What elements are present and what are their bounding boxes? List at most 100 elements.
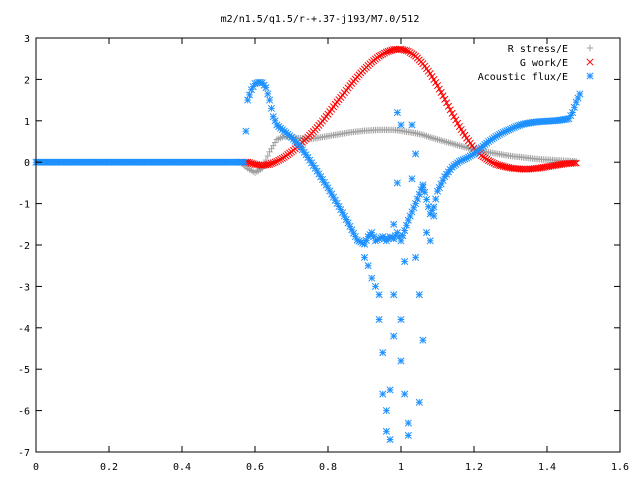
x-tick-label: 0.2 — [100, 462, 118, 473]
data-point — [379, 50, 387, 58]
data-point — [432, 195, 440, 203]
data-point — [401, 390, 409, 398]
data-point — [271, 158, 279, 166]
data-point — [375, 315, 383, 324]
series-extra-3 — [360, 108, 438, 444]
y-tick-label: 0 — [24, 158, 30, 169]
data-point — [401, 226, 409, 235]
data-point — [386, 386, 394, 394]
data-point — [360, 253, 369, 261]
data-point — [576, 90, 584, 98]
data-point — [488, 158, 496, 166]
data-point — [259, 165, 266, 172]
data-point — [433, 187, 442, 195]
data-point — [443, 99, 451, 107]
data-point — [375, 291, 383, 299]
data-point — [415, 398, 423, 406]
data-point — [393, 108, 401, 117]
legend-marker — [586, 44, 594, 52]
data-point — [381, 49, 389, 57]
data-point — [393, 229, 401, 237]
data-point — [422, 229, 431, 237]
data-point — [266, 160, 274, 168]
data-point — [262, 84, 270, 92]
legend-marker — [586, 72, 594, 80]
data-point — [390, 220, 398, 228]
data-point — [371, 282, 380, 290]
data-point — [572, 159, 580, 167]
series-g-work-e — [236, 45, 580, 173]
data-point — [441, 95, 449, 103]
data-point — [375, 52, 383, 60]
y-tick-label: 1 — [24, 117, 30, 128]
plot-area — [32, 45, 584, 444]
legend: R stress/E G work/E Acoustic flux/E — [478, 44, 594, 83]
series-acoustic-flux-e — [32, 78, 584, 248]
x-tick-label: 1.4 — [538, 462, 556, 473]
y-tick-label: -6 — [18, 407, 30, 418]
data-point — [412, 150, 420, 158]
data-point — [439, 92, 447, 100]
y-tick-label: -7 — [18, 448, 30, 459]
series-r-stress-e — [237, 126, 580, 176]
y-tick-label: -1 — [18, 200, 30, 211]
data-point — [408, 175, 416, 183]
data-point — [433, 82, 442, 90]
data-point — [264, 90, 272, 98]
data-point — [269, 159, 277, 167]
x-tick-label: 0.4 — [173, 462, 191, 473]
data-point — [486, 157, 494, 166]
data-point — [278, 154, 286, 162]
y-tick-label: -3 — [18, 282, 30, 293]
data-point — [437, 88, 445, 96]
chart-title: m2/n1.5/q1.5/r-+.37-j193/M7.0/512 — [221, 14, 420, 25]
data-point — [264, 152, 271, 160]
data-point — [240, 158, 248, 166]
x-tick-label: 0.6 — [246, 462, 264, 473]
data-point — [266, 96, 274, 104]
data-point — [242, 127, 250, 135]
data-point — [382, 407, 390, 415]
axes: 0 0.2 0.4 0.6 0.8 1 1.2 1.4 1.6 3 2 1 0 -1 -2 -3 -4 -5 -6 -… — [18, 34, 629, 473]
x-tick-label: 0.8 — [319, 462, 337, 473]
x-tick-label: 1.6 — [611, 462, 629, 473]
data-point — [382, 427, 390, 435]
data-point — [430, 203, 438, 211]
data-point — [412, 253, 420, 261]
data-point — [404, 419, 412, 427]
data-point — [426, 237, 434, 245]
data-point — [444, 102, 453, 110]
data-point — [421, 188, 429, 196]
data-point — [351, 233, 359, 241]
data-point — [368, 274, 376, 282]
data-point — [435, 85, 443, 93]
data-point — [454, 119, 462, 127]
data-point — [377, 51, 385, 59]
data-point — [379, 349, 387, 357]
data-point — [393, 179, 401, 187]
data-point — [452, 116, 460, 124]
x-tick-label: 0 — [33, 462, 39, 473]
data-point — [390, 332, 398, 340]
data-point — [570, 159, 578, 167]
data-point — [273, 157, 281, 165]
legend-label: Acoustic flux/E — [478, 72, 568, 83]
data-point — [485, 156, 493, 165]
x-tick-label: 1 — [398, 462, 404, 473]
legend-marker — [586, 58, 594, 66]
data-point — [397, 357, 405, 365]
y-tick-label: -4 — [18, 324, 30, 335]
data-point — [401, 258, 409, 266]
data-point — [379, 390, 387, 398]
data-point — [397, 121, 405, 129]
y-tick-label: 2 — [24, 75, 30, 86]
data-point — [490, 159, 498, 167]
data-point — [419, 336, 427, 344]
data-point — [419, 183, 427, 191]
data-point — [276, 155, 285, 163]
data-point — [408, 121, 416, 129]
data-point — [450, 113, 458, 121]
data-point — [422, 195, 431, 204]
data-point — [430, 212, 438, 220]
